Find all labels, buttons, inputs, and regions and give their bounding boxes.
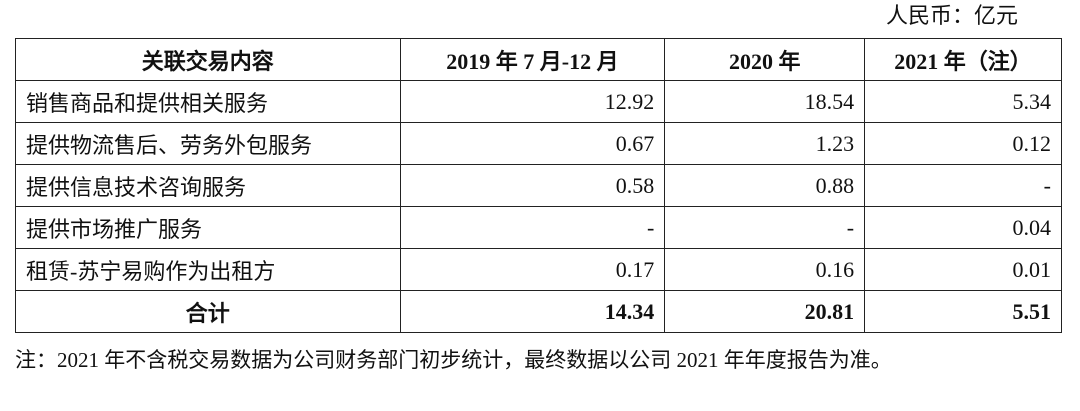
value-cell: 0.12 [864, 122, 1062, 165]
value-cell: 0.17 [399, 248, 666, 291]
table-row: 销售商品和提供相关服务 12.92 18.54 5.34 [15, 80, 1062, 123]
value-cell: 14.34 [399, 290, 666, 333]
header-cell: 关联交易内容 [15, 38, 401, 81]
label-cell: 合计 [15, 290, 401, 333]
value-cell: 20.81 [664, 290, 866, 333]
header-cell: 2021 年（注） [864, 38, 1062, 81]
label-cell: 提供信息技术咨询服务 [15, 164, 401, 207]
table-row: 租赁-苏宁易购作为出租方 0.17 0.16 0.01 [15, 248, 1062, 291]
header-row: 关联交易内容 2019 年 7 月-12 月 2020 年 2021 年（注） [15, 38, 1062, 81]
table-body: 销售商品和提供相关服务 12.92 18.54 5.34 提供物流售后、劳务外包服务 0.… [15, 80, 1062, 333]
value-cell: 0.58 [399, 164, 666, 207]
value-cell: 0.67 [399, 122, 666, 165]
value-cell: 18.54 [664, 80, 866, 123]
label-cell: 提供物流售后、劳务外包服务 [15, 122, 401, 165]
header-cell: 2019 年 7 月-12 月 [399, 38, 666, 81]
table-row: 提供市场推广服务 - -0.04 [15, 206, 1062, 249]
value-cell: 1.23 [664, 122, 866, 165]
table-row: 提供信息技术咨询服务 0.58 0.88- [15, 164, 1062, 207]
label-cell: 销售商品和提供相关服务 [15, 80, 401, 123]
value-cell: 5.34 [864, 80, 1062, 123]
footnote: 注：2021 年不含税交易数据为公司财务部门初步统计，最终数据以公司 2021 … [15, 348, 892, 372]
value-cell: - [864, 164, 1062, 207]
table-row: 提供物流售后、劳务外包服务 0.67 1.23 0.12 [15, 122, 1062, 165]
value-cell: - [399, 206, 666, 249]
total-row: 合计 14.34 20.81 5.51 [15, 290, 1062, 333]
unit-label: 人民币：亿元 [885, 3, 1018, 28]
header-cell: 2020 年 [664, 38, 866, 81]
value-cell: 0.04 [864, 206, 1062, 249]
table: 关联交易内容 2019 年 7 月-12 月 2020 年 2021 年（注） 销售商… [15, 38, 1062, 333]
value-cell: 0.16 [664, 248, 866, 291]
value-cell: - [664, 206, 866, 249]
value-cell: 0.01 [864, 248, 1062, 291]
label-cell: 提供市场推广服务 [15, 206, 401, 249]
value-cell: 12.92 [399, 80, 666, 123]
value-cell: 0.88 [664, 164, 866, 207]
value-cell: 5.51 [864, 290, 1062, 333]
label-cell: 租赁-苏宁易购作为出租方 [15, 248, 401, 291]
